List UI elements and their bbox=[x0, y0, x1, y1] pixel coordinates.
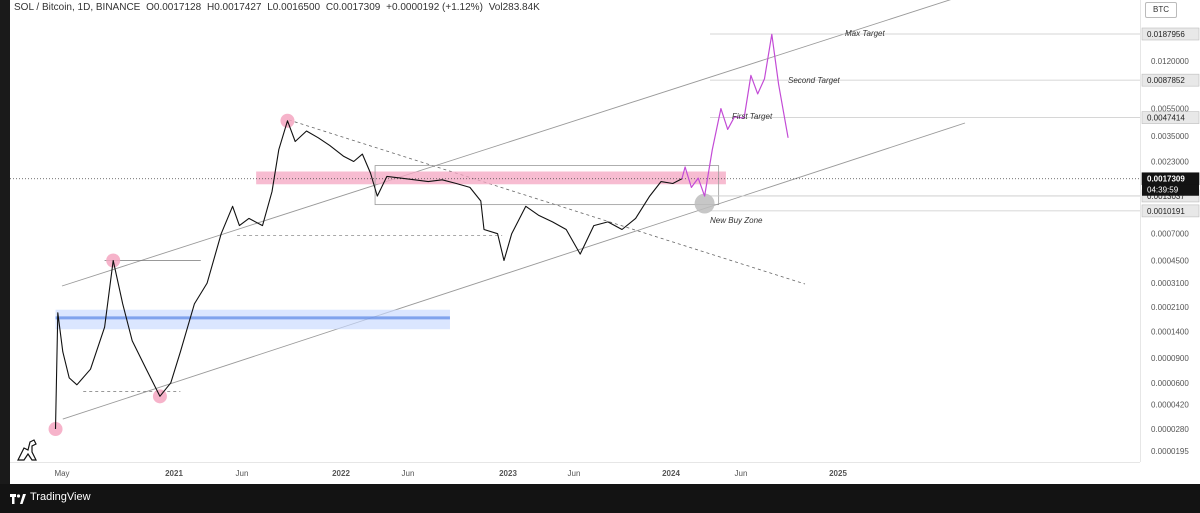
time-axis[interactable]: May 2021 Jun 2022 Jun 2023 Jun 2024 Jun 2025 bbox=[10, 462, 1140, 485]
countdown-box bbox=[1142, 184, 1199, 196]
price-marker-label: 0.0010191 bbox=[1147, 207, 1185, 216]
y-tick-label: 0.0120000 bbox=[1151, 57, 1189, 66]
symbol-legend: SOL / Bitcoin, 1D, BINANCE O0.0017128 H0… bbox=[14, 2, 543, 13]
time-axis-svg: May 2021 Jun 2022 Jun 2023 Jun 2024 Jun 2025 bbox=[54, 469, 847, 478]
support-zone bbox=[55, 309, 450, 330]
descending-trendline bbox=[288, 119, 806, 285]
price-marker-label: 0.0087852 bbox=[1147, 76, 1185, 85]
resistance-zone bbox=[256, 171, 726, 185]
price-marker-box bbox=[1141, 111, 1200, 124]
currency-badge[interactable]: BTC bbox=[1145, 2, 1177, 18]
y-tick-label: 0.0055000 bbox=[1151, 105, 1189, 114]
x-tick-label: Jun bbox=[568, 469, 581, 478]
annotation-max-target: Max Target bbox=[845, 29, 886, 38]
chart-svg: Max Target Second Target First Target New B… bbox=[10, 0, 1140, 461]
footer-bar: TradingView bbox=[0, 484, 1200, 513]
legend-close: C0.0017309 bbox=[325, 2, 381, 13]
x-tick-label: 2024 bbox=[662, 469, 680, 478]
y-tick-label: 0.0000280 bbox=[1151, 425, 1189, 434]
price-marker-label: 0.0017309 bbox=[1147, 175, 1185, 184]
footer-brand: TradingView bbox=[30, 491, 91, 503]
price-marker-box bbox=[1141, 27, 1200, 41]
y-tick-label: 0.0000600 bbox=[1151, 379, 1189, 388]
y-tick-label: 0.0023000 bbox=[1151, 157, 1189, 166]
price-marker-label: 0.0187956 bbox=[1147, 30, 1185, 39]
x-tick-label: Jun bbox=[735, 469, 748, 478]
legend-open: O0.0017128 bbox=[146, 2, 202, 13]
y-tick-label: 0.0001400 bbox=[1151, 327, 1189, 336]
annotation-first-target: First Target bbox=[732, 112, 773, 121]
y-tick-label: 0.0000420 bbox=[1151, 400, 1189, 409]
x-tick-label: 2025 bbox=[829, 469, 847, 478]
dinosaur-icon-shape bbox=[17, 439, 37, 461]
price-marker-box bbox=[1141, 204, 1200, 218]
dinosaur-icon bbox=[17, 439, 37, 461]
highlighted-point bbox=[48, 422, 63, 437]
annotation-second-target: Second Target bbox=[788, 76, 841, 85]
x-tick-label: 2022 bbox=[332, 469, 350, 478]
range-box bbox=[374, 165, 720, 206]
projection-series-line bbox=[681, 33, 789, 197]
legend-low: L0.0016500 bbox=[267, 2, 321, 13]
price-marker-box bbox=[1141, 73, 1200, 87]
x-tick-label: May bbox=[54, 469, 69, 478]
y-tick-label: 0.0007000 bbox=[1151, 230, 1189, 239]
y-tick-label: 0.0035000 bbox=[1151, 132, 1189, 141]
y-tick-label: 0.0002100 bbox=[1151, 303, 1189, 312]
legend-high: H0.0017427 bbox=[206, 2, 262, 13]
chart-area[interactable]: Max Target Second Target First Target New B… bbox=[10, 0, 1140, 462]
x-tick-label: 2023 bbox=[499, 469, 517, 478]
channel-upper-line bbox=[61, 0, 951, 287]
buy-zone-point bbox=[694, 193, 715, 214]
y-tick-label: 0.0000195 bbox=[1151, 447, 1189, 456]
left-toolbar-strip bbox=[0, 0, 10, 484]
price-axis-svg: 0.0120000 0.0055000 0.0035000 0.0023000 0.00… bbox=[1141, 27, 1200, 456]
price-marker-label: 0.0047414 bbox=[1147, 114, 1185, 123]
channel-lower-line bbox=[62, 122, 966, 420]
tradingview-logo-icon bbox=[10, 494, 26, 504]
legend-symbol: SOL / Bitcoin, 1D, BINANCE bbox=[14, 2, 141, 13]
price-series-line bbox=[54, 120, 683, 430]
legend-change: +0.0000192 (+1.12%) bbox=[386, 2, 483, 13]
x-tick-label: 2021 bbox=[165, 469, 183, 478]
y-tick-label: 0.0000900 bbox=[1151, 354, 1189, 363]
x-tick-label: Jun bbox=[402, 469, 415, 478]
x-tick-label: Jun bbox=[236, 469, 249, 478]
y-tick-label: 0.0003100 bbox=[1151, 279, 1189, 288]
countdown-label: 04:39:59 bbox=[1147, 186, 1179, 195]
price-marker-label: 0.0013037 bbox=[1147, 192, 1185, 201]
price-axis[interactable]: 0.0120000 0.0055000 0.0035000 0.0023000 0.00… bbox=[1140, 0, 1200, 462]
y-tick-label: 0.0004500 bbox=[1151, 257, 1189, 266]
legend-volume: Vol283.84K bbox=[488, 2, 540, 13]
annotation-new-buy_zone: New Buy Zone bbox=[710, 216, 763, 225]
